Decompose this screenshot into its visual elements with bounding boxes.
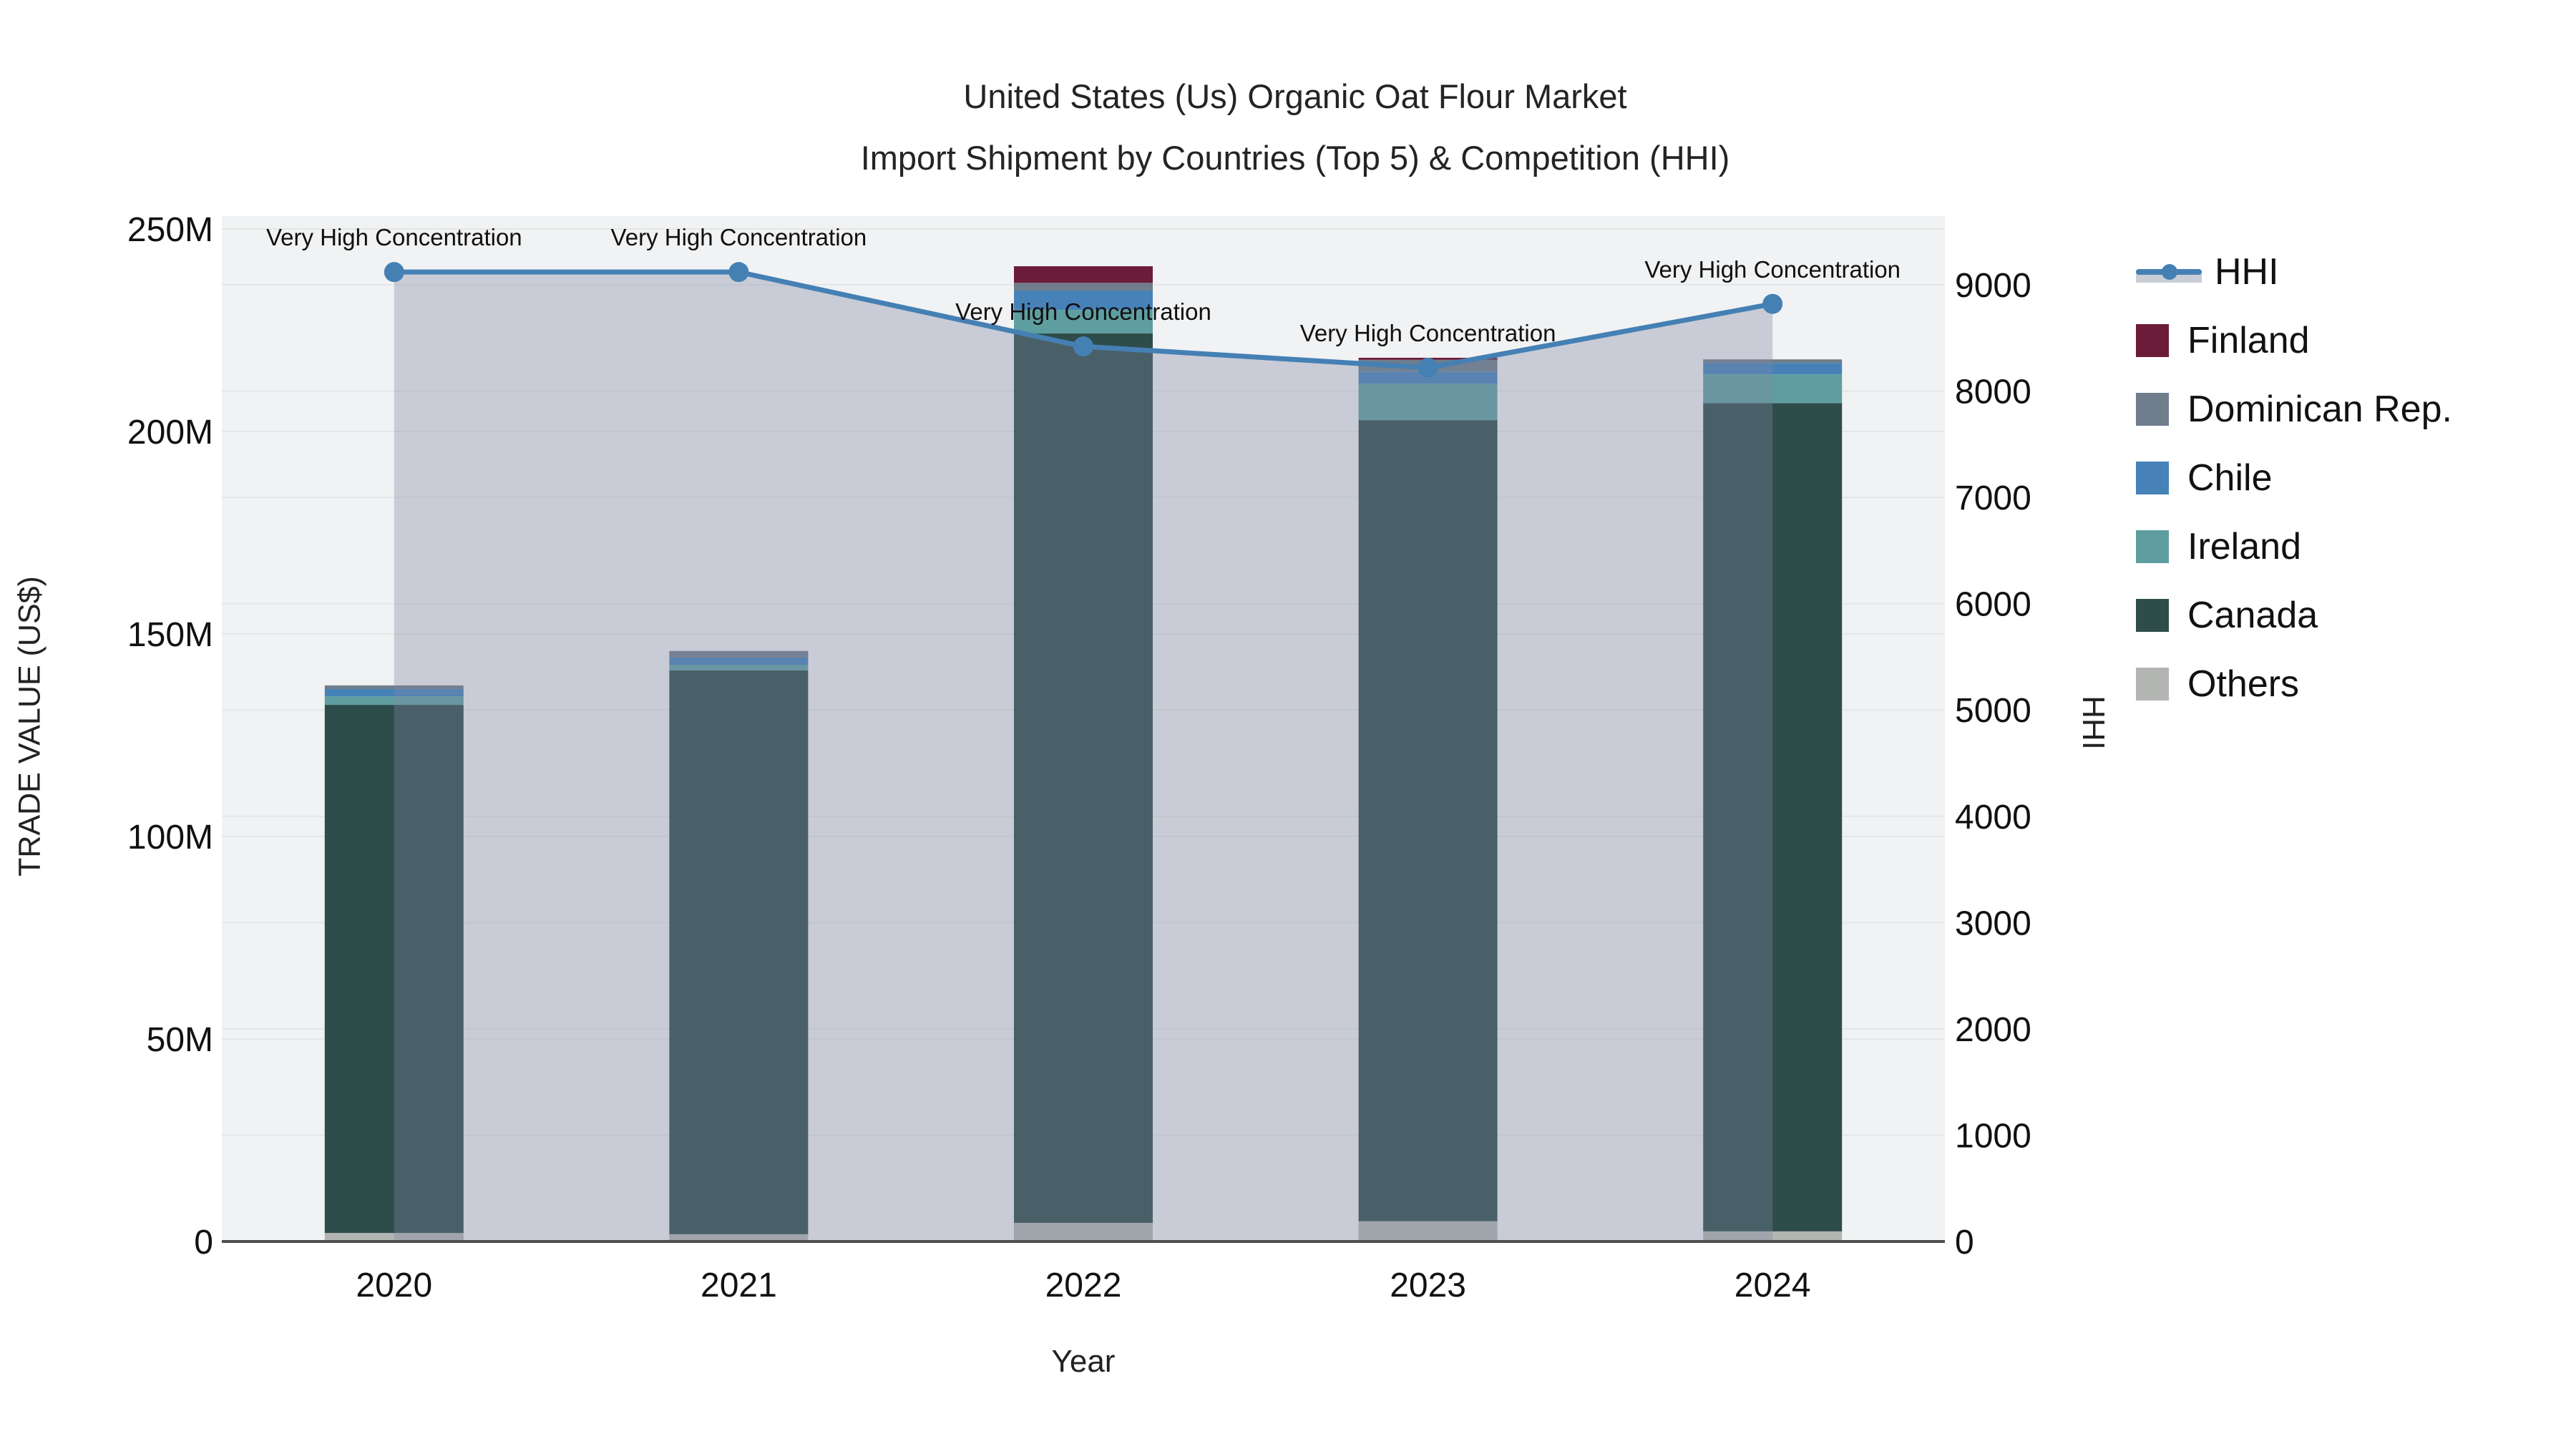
legend-label: Others: [2187, 663, 2300, 705]
legend-swatch-chile: [2136, 462, 2169, 494]
bar-segment-ireland-2022[interactable]: [1014, 310, 1153, 334]
legend-item-ireland[interactable]: Ireland: [2136, 512, 2452, 581]
legend-item-hhi[interactable]: HHI: [2136, 238, 2452, 306]
bar-segment-canada-2024[interactable]: [1703, 403, 1843, 1231]
bar-segment-dominican-rep--2022[interactable]: [1014, 283, 1153, 291]
y-right-tick-8000: 8000: [1955, 374, 2031, 411]
bar-segment-canada-2020[interactable]: [324, 705, 464, 1234]
y-right-tick-2000: 2000: [1955, 1011, 2031, 1049]
legend-label: Dominican Rep.: [2187, 389, 2452, 430]
hhi-marker-2022[interactable]: [1073, 336, 1093, 357]
legend-item-finland[interactable]: Finland: [2136, 306, 2452, 375]
y-right-tick-0: 0: [1955, 1224, 1974, 1262]
y-right-tick-9000: 9000: [1955, 267, 2031, 305]
bar-segment-others-2024[interactable]: [1703, 1231, 1843, 1241]
legend-item-dominican-rep-[interactable]: Dominican Rep.: [2136, 375, 2452, 444]
legend: HHI Finland Dominican Rep. Chile Ireland Cana…: [2136, 238, 2452, 718]
x-tick-2022: 2022: [1045, 1267, 1122, 1304]
hhi-area-fill: [394, 272, 1773, 1241]
bar-segment-chile-2022[interactable]: [1014, 291, 1153, 311]
y-right-tick-6000: 6000: [1955, 586, 2031, 624]
y-right-tick-5000: 5000: [1955, 692, 2031, 730]
bar-segment-canada-2023[interactable]: [1358, 420, 1498, 1221]
annotation-2023: Very High Concentration: [1299, 319, 1556, 346]
legend-label: Canada: [2187, 595, 2318, 636]
legend-label: Chile: [2187, 457, 2273, 499]
annotation-2024: Very High Concentration: [1644, 255, 1901, 283]
legend-label: HHI: [2215, 251, 2279, 293]
bar-segment-finland-2022[interactable]: [1014, 266, 1153, 283]
y-left-tick-50M: 50M: [147, 1021, 213, 1059]
legend-label: Finland: [2187, 320, 2310, 361]
bar-segment-canada-2022[interactable]: [1014, 333, 1153, 1223]
legend-swatch-ireland: [2136, 530, 2169, 563]
bar-segment-others-2021[interactable]: [669, 1234, 809, 1241]
hhi-marker-2024[interactable]: [1762, 293, 1783, 314]
x-axis-title: Year: [1051, 1344, 1116, 1379]
bar-segment-ireland-2020[interactable]: [324, 696, 464, 706]
chart-title-line2: Import Shipment by Countries (Top 5) & C…: [860, 139, 1730, 177]
x-tick-2024: 2024: [1735, 1267, 1811, 1304]
x-tick-2023: 2023: [1390, 1267, 1466, 1304]
bar-segment-dominican-rep--2021[interactable]: [669, 650, 809, 658]
y-left-tick-150M: 150M: [127, 616, 213, 654]
chart-title: United States (Us) Organic Oat Flour Mar…: [0, 66, 2576, 189]
legend-item-others[interactable]: Others: [2136, 650, 2452, 718]
x-tick-2021: 2021: [701, 1267, 777, 1304]
legend-swatch-others: [2136, 668, 2169, 701]
legend-item-chile[interactable]: Chile: [2136, 444, 2452, 512]
legend-swatch-finland: [2136, 324, 2169, 357]
bar-segment-canada-2021[interactable]: [669, 670, 809, 1234]
y-right-tick-1000: 1000: [1955, 1117, 2031, 1155]
x-tick-2020: 2020: [356, 1267, 432, 1304]
y-left-tick-250M: 250M: [127, 211, 213, 249]
bar-segment-ireland-2024[interactable]: [1703, 374, 1843, 404]
y-axis-title-right: HHI: [2076, 696, 2111, 750]
legend-swatch-dominican-rep-: [2136, 393, 2169, 426]
annotation-2021: Very High Concentration: [610, 224, 867, 251]
legend-label: Ireland: [2187, 526, 2301, 567]
y-left-tick-100M: 100M: [127, 819, 213, 857]
legend-item-canada[interactable]: Canada: [2136, 581, 2452, 650]
hhi-marker-2021[interactable]: [728, 262, 749, 283]
bar-segment-dominican-rep--2020[interactable]: [324, 685, 464, 689]
bar-segment-others-2020[interactable]: [324, 1233, 464, 1241]
bar-segment-others-2023[interactable]: [1358, 1221, 1498, 1241]
annotation-2020: Very High Concentration: [265, 224, 522, 251]
bar-segment-chile-2021[interactable]: [669, 657, 809, 665]
bar-segment-dominican-rep--2024[interactable]: [1703, 359, 1843, 364]
chart-title-line1: United States (Us) Organic Oat Flour Mar…: [963, 77, 1627, 115]
hhi-marker-2020[interactable]: [384, 262, 404, 283]
y-axis-title-left: TRADE VALUE (US$): [12, 576, 47, 877]
y-right-tick-3000: 3000: [1955, 904, 2031, 942]
bar-segment-ireland-2021[interactable]: [669, 665, 809, 670]
legend-hhi-line-sample: [2136, 255, 2202, 288]
y-right-tick-7000: 7000: [1955, 479, 2031, 517]
y-right-tick-4000: 4000: [1955, 799, 2031, 836]
annotation-2022: Very High Concentration: [955, 298, 1211, 326]
y-left-tick-0: 0: [194, 1224, 213, 1262]
y-left-tick-200M: 200M: [127, 414, 213, 452]
bar-segment-chile-2024[interactable]: [1703, 363, 1843, 375]
bar-segment-ireland-2023[interactable]: [1358, 384, 1498, 421]
bar-segment-chile-2020[interactable]: [324, 688, 464, 697]
legend-swatch-canada: [2136, 599, 2169, 632]
bar-segment-others-2022[interactable]: [1014, 1222, 1153, 1241]
hhi-marker-2023[interactable]: [1418, 357, 1438, 378]
